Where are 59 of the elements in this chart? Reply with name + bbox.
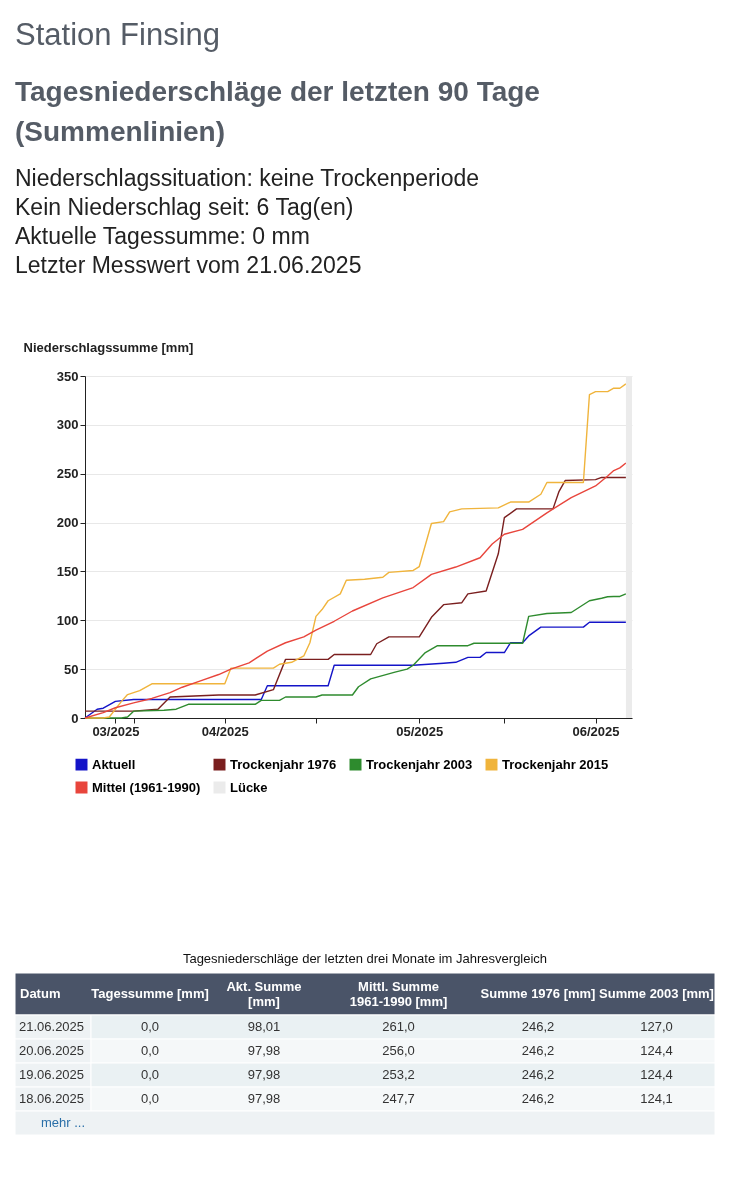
text: Tagessumme [mm]: [91, 986, 209, 1001]
y-tick-label: 50: [64, 661, 79, 677]
legend-label: Aktuell: [92, 756, 136, 772]
text: 246,2: [521, 1067, 555, 1082]
text: 0,0: [140, 1043, 160, 1058]
text: 18.06.2025: [19, 1091, 85, 1106]
text: Summe 1976 [mm]: [480, 986, 596, 1001]
text: 98,01: [247, 1019, 281, 1034]
text: 20.06.2025: [19, 1043, 85, 1058]
y-tick-label: 100: [56, 612, 79, 628]
x-tick-label: 03/2025: [92, 723, 140, 739]
text: Akt. Summe [mm]: [226, 978, 302, 1009]
y-tick-label: 250: [56, 466, 79, 482]
line-series: [84, 383, 627, 719]
text: Datum: [20, 986, 61, 1001]
text: Letzter Messwert vom 21.06.2025: [15, 252, 362, 278]
y-tick-label: 150: [56, 563, 79, 579]
text: Summe 2003 [mm]: [599, 986, 714, 1001]
legend-label: Lücke: [230, 779, 268, 795]
x-tick-label: 06/2025: [572, 723, 620, 739]
text: 0,0: [140, 1019, 160, 1034]
text: 124,4: [640, 1043, 673, 1058]
y-tick-label: 0: [71, 710, 79, 726]
text: 0,0: [140, 1091, 160, 1106]
text: Aktuelle Tagessumme: 0 mm: [15, 223, 310, 249]
text: Tagesniederschläge der letzten drei Monate im Jahresvergleich: [182, 951, 548, 966]
text: Niederschlagssituation: keine Trockenperiode: [15, 165, 480, 191]
text: 97,98: [247, 1043, 281, 1058]
line-series: [84, 621, 627, 719]
y-tick-label: 200: [56, 515, 79, 531]
text: 246,2: [521, 1043, 555, 1058]
chart-title: Station Finsing: [15, 17, 221, 52]
text: 246,2: [521, 1091, 555, 1106]
legend-label: Trockenjahr 1976: [230, 756, 337, 772]
text: 21.06.2025: [19, 1019, 85, 1034]
text: 97,98: [247, 1091, 281, 1106]
legend-label: Trockenjahr 2003: [366, 756, 473, 772]
text: 97,98: [247, 1067, 281, 1082]
text: Kein Niederschlag seit: 6 Tag(en): [15, 194, 354, 220]
text: 256,0: [382, 1043, 415, 1058]
text: 247,7: [382, 1091, 415, 1106]
chart-subtitle: Tagesniederschläge der letzten 90 Tage (Summenlinien): [15, 76, 540, 147]
text: 19.06.2025: [19, 1067, 85, 1082]
text: 124,4: [640, 1067, 673, 1082]
text: 0,0: [140, 1067, 160, 1082]
x-tick-label: 05/2025: [396, 723, 444, 739]
text: 246,2: [521, 1019, 555, 1034]
text: 253,2: [382, 1067, 415, 1082]
y-tick-label: 350: [56, 368, 79, 384]
text: 127,0: [640, 1019, 673, 1034]
legend-label: Mittel (1961-1990): [92, 779, 201, 795]
y-axis-title: Niederschlagssumme [mm]: [23, 339, 194, 355]
legend-label: Trockenjahr 2015: [502, 756, 609, 772]
text: 124,1: [640, 1091, 673, 1106]
x-tick-label: 04/2025: [201, 723, 249, 739]
text: mehr ...: [41, 1115, 86, 1130]
y-tick-label: 300: [56, 417, 79, 433]
text: Mittl. Summe 1961-1990 [mm]: [349, 978, 448, 1009]
text: 261,0: [382, 1019, 415, 1034]
